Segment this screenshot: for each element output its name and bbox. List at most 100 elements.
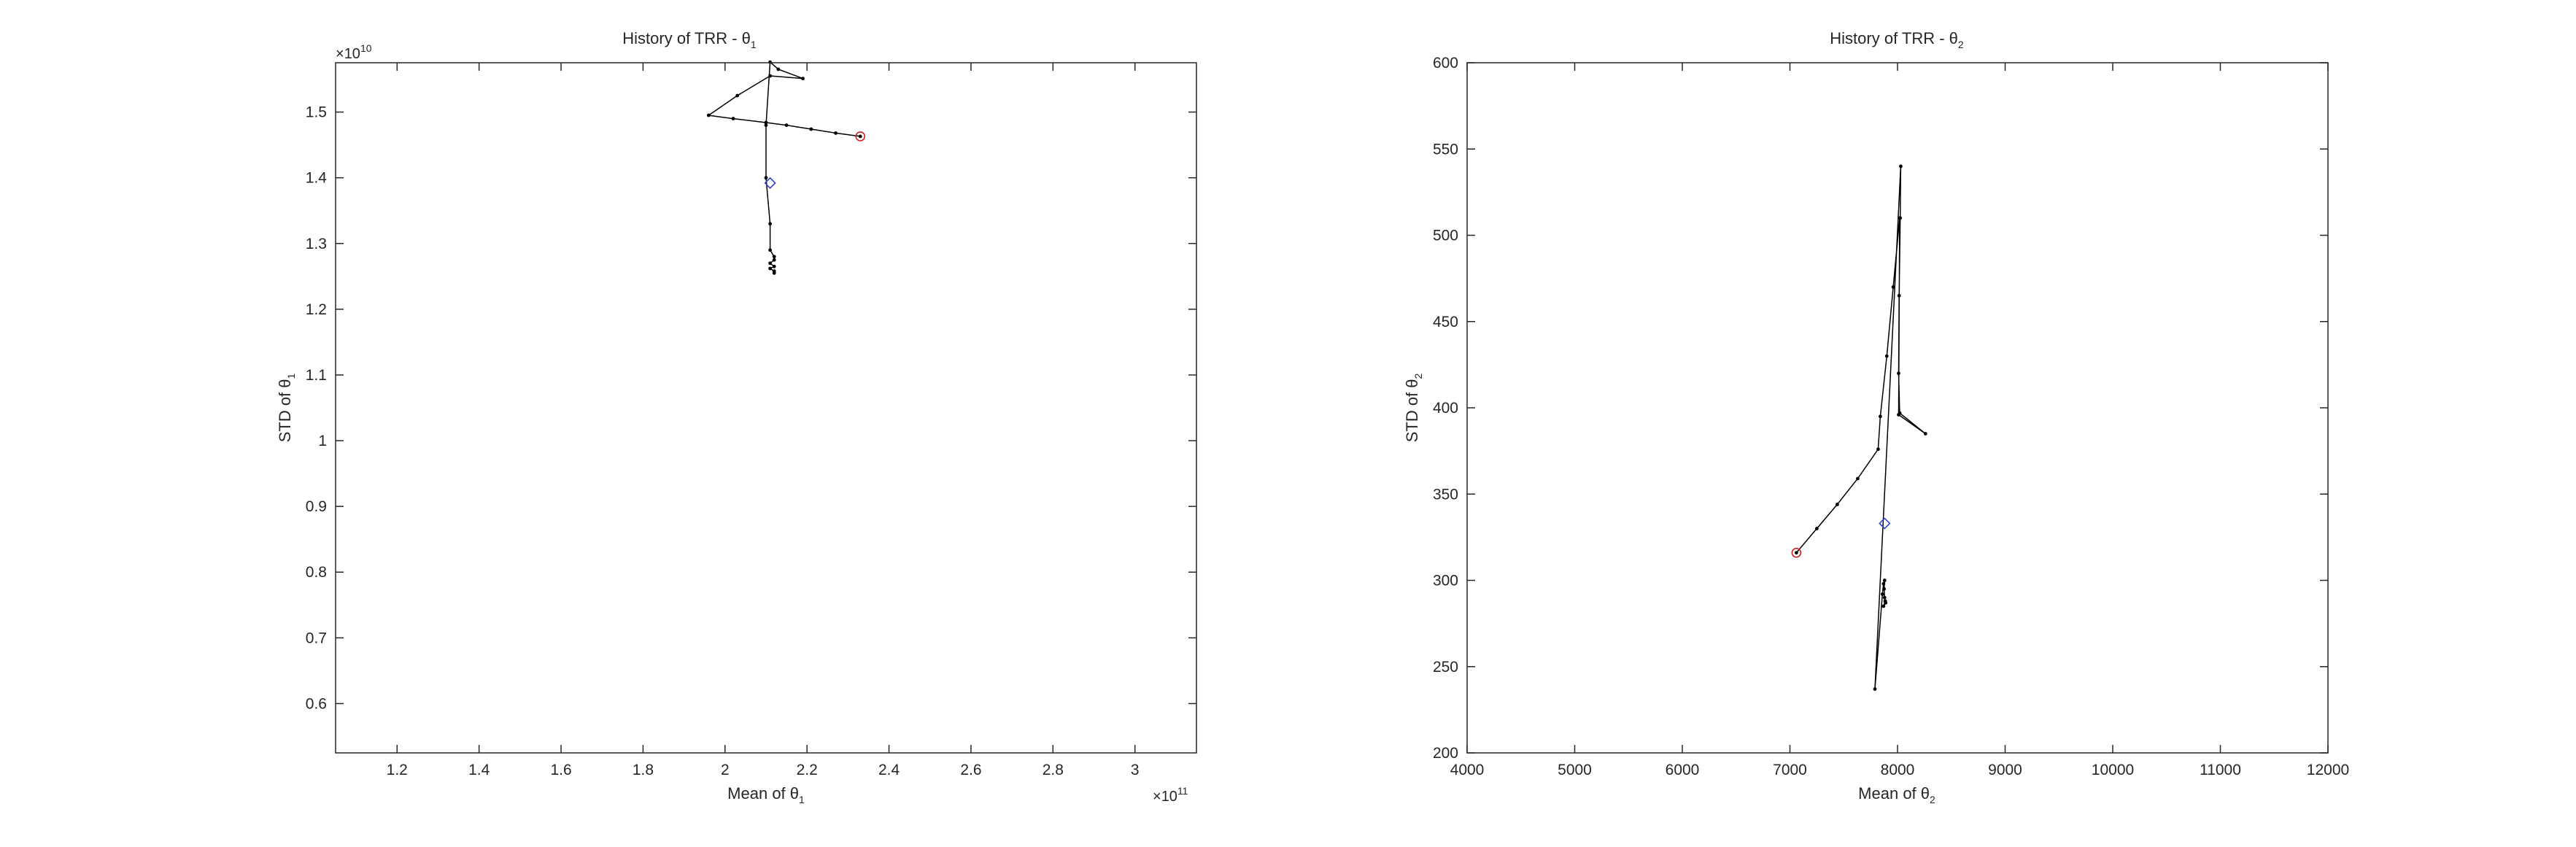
chart2-x-axis-label: Mean of θ2	[1858, 784, 1935, 805]
chart1-y-tick-label: 1.3	[306, 236, 327, 252]
chart2-mean-marker	[1879, 517, 1891, 530]
chart1-y-tick-label: 0.8	[306, 564, 327, 581]
chart2-ticks	[1466, 62, 2329, 754]
chart1-data-point	[768, 74, 773, 78]
chart2-data-point	[1873, 687, 1877, 691]
chart2-data-point	[1891, 285, 1895, 289]
chart2-data-point	[1856, 476, 1860, 481]
chart2-y-tick-label: 350	[1433, 486, 1458, 503]
chart1-y-tick-label: 1.4	[306, 170, 328, 187]
chart1-y-tick-label: 0.9	[306, 498, 327, 515]
chart2-data-point	[1882, 579, 1887, 582]
chart1-x-tick-label: 1.4	[468, 762, 490, 778]
chart2-data-point	[1884, 354, 1889, 358]
chart1-data-point	[735, 93, 740, 98]
chart1-data-point	[768, 266, 773, 271]
chart2-data-point	[1882, 595, 1887, 600]
chart1-x-tick-label: 2.6	[960, 762, 981, 778]
chart1-y-tick-label: 1.5	[306, 104, 327, 121]
chart1-x-tick-label: 3	[1131, 762, 1140, 778]
chart2-y-tick-label: 450	[1433, 314, 1458, 330]
chart1-x-tick-label: 2.8	[1043, 762, 1064, 778]
chart1-y-tick-label: 0.7	[306, 630, 327, 646]
chart1-data-point	[768, 222, 773, 226]
chart2-data-point	[1898, 411, 1902, 415]
chart1-x-tick-label: 2.4	[878, 762, 900, 778]
chart2-data-point	[1884, 600, 1888, 605]
chart2-y-tick-label: 300	[1433, 573, 1458, 589]
chart1-data-point	[731, 117, 735, 120]
chart2-x-tick-label: 7000	[1773, 762, 1807, 778]
chart2-x-tick-label: 12000	[2307, 762, 2349, 778]
chart2-title: History of TRR - θ2	[1830, 29, 1964, 50]
chart1-y-tick-label: 1.1	[306, 367, 327, 384]
chart1-x-axis-label: Mean of θ1	[727, 784, 805, 805]
chart1-y-axis-label: STD of θ1	[276, 373, 297, 442]
chart2-y-tick-label: 550	[1433, 141, 1458, 158]
chart2-data-point	[1879, 414, 1882, 419]
chart1-mean-marker	[764, 177, 776, 190]
chart1-data-point	[776, 67, 781, 71]
chart1-data-point	[772, 264, 776, 268]
chart2-y-tick-label: 200	[1433, 745, 1458, 762]
chart2-tick-labels: 4000 5000 6000 7000 8000 9000 10000 11000 12000 2…	[1433, 55, 2349, 778]
chart1-data-point	[772, 271, 776, 275]
chart2-start-marker	[1791, 547, 1802, 558]
chart2-x-tick-label: 10000	[2092, 762, 2134, 778]
chart2-data-point	[1881, 581, 1886, 586]
chart2-x-tick-label: 6000	[1666, 762, 1700, 778]
chart2-axes-box	[1466, 62, 2329, 754]
chart1-tick-labels: 1.2 1.4 1.6 1.8 2 2.2 2.4 2.6 2.8 3 0.6 0.7 0.8 0.9 1 1…	[306, 104, 1140, 778]
chart1-start-dot	[859, 134, 862, 138]
chart1-y-tick-label: 1	[318, 433, 327, 449]
panel-theta2: History of TRR - θ2 4000 5000 6000 7000 8000…	[1403, 29, 2349, 805]
chart1-axes-box	[335, 62, 1197, 754]
chart2-data-point	[1899, 164, 1903, 169]
chart1-data-point	[764, 123, 768, 127]
chart2-x-tick-label: 4000	[1450, 762, 1485, 778]
chart1-x-tick-label: 1.2	[387, 762, 408, 778]
chart1-ticks	[336, 63, 1196, 753]
chart1-data-point	[706, 113, 711, 117]
chart2-data-point	[1876, 447, 1880, 452]
chart1-y-tick-label: 1.2	[306, 301, 327, 318]
chart2-data-point	[1880, 592, 1884, 596]
chart2-x-tick-label: 5000	[1558, 762, 1592, 778]
chart1-y-tick-label: 0.6	[306, 695, 327, 712]
chart1-x-tick-label: 1.8	[633, 762, 654, 778]
chart1-title: History of TRR - θ1	[622, 29, 757, 50]
chart1-data-point	[772, 255, 776, 259]
chart2-y-axis-label: STD of θ2	[1403, 373, 1424, 442]
chart2-data-point	[1898, 216, 1903, 220]
chart2-data-point	[1881, 604, 1886, 608]
chart1-data-point	[768, 60, 773, 64]
chart2-data-point	[1897, 371, 1900, 376]
chart2-x-tick-label: 8000	[1881, 762, 1915, 778]
chart1-x-tick-label: 2.2	[797, 762, 818, 778]
chart2-start-dot	[1795, 551, 1798, 554]
chart2-y-tick-label: 500	[1433, 228, 1458, 244]
chart1-start-marker	[855, 131, 866, 142]
chart2-data-point	[1882, 587, 1886, 591]
chart2-data-point	[1814, 527, 1819, 530]
chart1-data-point	[764, 176, 768, 180]
chart1-data-point	[768, 261, 773, 266]
chart2-data-point	[1836, 503, 1839, 506]
chart1-data-point	[772, 258, 776, 262]
chart1-x-exponent: ×1011	[1153, 785, 1188, 805]
chart1-data-point	[809, 127, 813, 131]
chart1-y-exponent: ×1010	[336, 42, 372, 62]
chart2-x-tick-label: 9000	[1988, 762, 2022, 778]
chart1-x-tick-label: 1.6	[550, 762, 571, 778]
chart2-y-tick-label: 250	[1433, 659, 1458, 676]
chart1-data-point	[784, 123, 789, 127]
chart2-data-point	[1897, 293, 1901, 298]
chart2-y-tick-label: 400	[1433, 400, 1458, 417]
chart2-y-tick-label: 600	[1433, 55, 1458, 71]
chart2-x-tick-label: 11000	[2200, 762, 2241, 778]
chart2-points	[1794, 164, 1927, 691]
chart1-x-tick-label: 2	[721, 762, 730, 778]
chart1-data-point	[834, 131, 838, 135]
